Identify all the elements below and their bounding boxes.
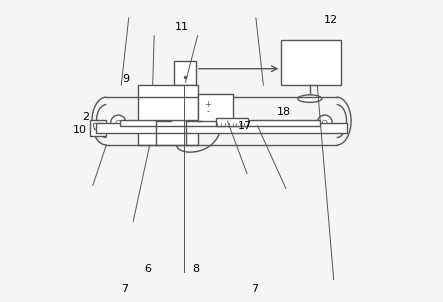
Text: 7: 7 bbox=[251, 284, 258, 294]
Text: 11: 11 bbox=[175, 22, 189, 32]
Text: 7: 7 bbox=[120, 284, 128, 294]
FancyBboxPatch shape bbox=[96, 123, 347, 133]
Text: 9: 9 bbox=[122, 74, 129, 84]
Circle shape bbox=[116, 120, 120, 125]
Text: 6: 6 bbox=[145, 264, 152, 274]
FancyBboxPatch shape bbox=[138, 85, 198, 145]
Ellipse shape bbox=[298, 95, 322, 102]
Text: 12: 12 bbox=[324, 15, 338, 25]
FancyBboxPatch shape bbox=[198, 94, 233, 121]
FancyBboxPatch shape bbox=[174, 61, 196, 85]
Text: 10: 10 bbox=[73, 125, 87, 135]
FancyBboxPatch shape bbox=[215, 118, 249, 126]
Text: +: + bbox=[205, 100, 211, 109]
FancyBboxPatch shape bbox=[120, 120, 320, 126]
Circle shape bbox=[323, 120, 327, 125]
Text: 2: 2 bbox=[82, 112, 89, 122]
Text: 8: 8 bbox=[193, 264, 200, 274]
FancyBboxPatch shape bbox=[281, 40, 341, 85]
Text: -: - bbox=[206, 107, 210, 116]
Circle shape bbox=[111, 115, 126, 130]
Circle shape bbox=[317, 115, 332, 130]
Text: 18: 18 bbox=[277, 107, 291, 117]
Text: 17: 17 bbox=[238, 120, 252, 130]
FancyBboxPatch shape bbox=[90, 120, 106, 136]
